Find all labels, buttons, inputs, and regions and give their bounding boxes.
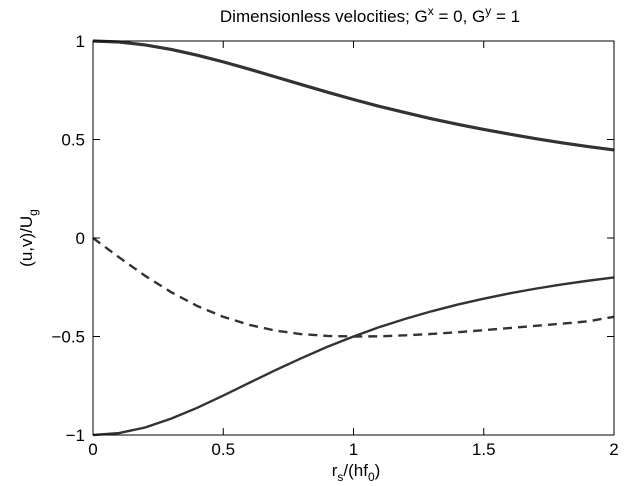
x-tick-label: 2 bbox=[609, 440, 618, 459]
y-tick-label: −0.5 bbox=[51, 328, 85, 347]
chart-title: Dimensionless velocities; Gx = 0, Gy = 1 bbox=[220, 4, 520, 26]
series-layer bbox=[92, 39, 615, 437]
series-line-dashed bbox=[92, 237, 615, 338]
series-line-lower bbox=[92, 276, 615, 437]
x-axis-label: rs/(hf0) bbox=[332, 461, 381, 484]
y-axis-label: (u,v)/Ug bbox=[17, 209, 40, 267]
x-tick-label: 0 bbox=[88, 440, 97, 459]
y-tick-label: 1 bbox=[76, 32, 85, 51]
x-tick-label: 1.5 bbox=[472, 440, 496, 459]
tick-layer: 0 0.5 1 1.5 2 −1 −0.5 0 0.5 1 bbox=[51, 32, 618, 459]
series-line-upper bbox=[92, 39, 615, 152]
y-tick-label: −1 bbox=[66, 426, 85, 445]
x-tick-label: 1 bbox=[349, 440, 358, 459]
y-tick-label: 0 bbox=[76, 229, 85, 248]
x-tick-label: 0.5 bbox=[211, 440, 235, 459]
y-tick-label: 0.5 bbox=[61, 131, 85, 150]
